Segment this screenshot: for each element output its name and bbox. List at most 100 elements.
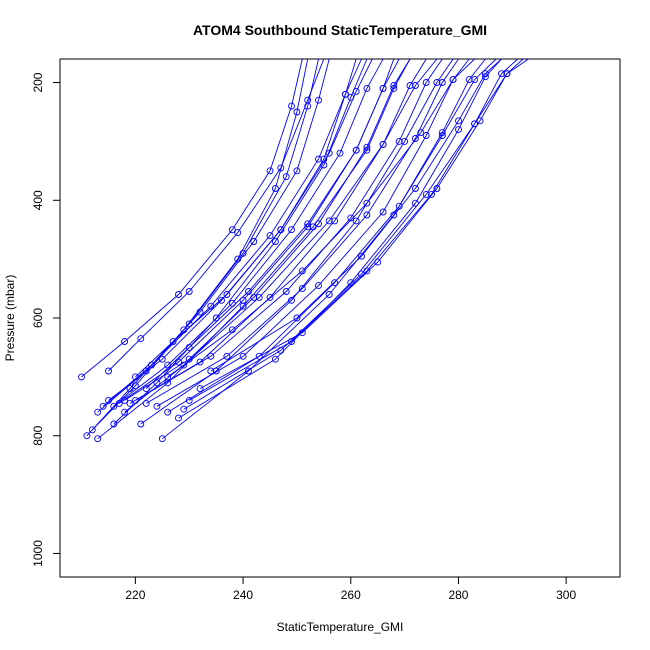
data-point xyxy=(363,199,371,207)
series xyxy=(131,58,443,404)
data-point xyxy=(185,343,193,351)
data-point xyxy=(137,420,145,428)
data-point xyxy=(126,399,134,407)
data-point xyxy=(401,137,409,145)
data-point xyxy=(218,296,225,304)
y-tick-label: 400 xyxy=(31,190,45,210)
data-point xyxy=(142,367,150,375)
data-point xyxy=(465,76,473,84)
data-point xyxy=(99,402,107,410)
data-point xyxy=(471,76,479,84)
data-point xyxy=(212,314,220,322)
data-point xyxy=(282,288,290,295)
series xyxy=(78,58,303,381)
series xyxy=(137,58,454,428)
y-tick-label: 800 xyxy=(31,425,45,445)
data-point xyxy=(169,338,177,345)
data-point xyxy=(228,326,236,334)
data-point xyxy=(207,352,215,360)
data-point xyxy=(390,84,398,92)
series xyxy=(83,58,309,440)
series-line xyxy=(97,58,411,440)
series xyxy=(94,58,411,443)
y-axis-label: Pressure (mbar) xyxy=(3,275,17,362)
data-point xyxy=(250,238,258,245)
data-point xyxy=(255,293,263,301)
data-point xyxy=(234,229,242,237)
data-point xyxy=(245,288,252,295)
series xyxy=(88,58,319,434)
data-point xyxy=(282,173,290,181)
data-point xyxy=(271,185,279,192)
x-axis: 220 240 260 280 300 xyxy=(125,577,576,602)
series xyxy=(121,58,438,416)
data-point xyxy=(315,155,322,163)
series-line xyxy=(183,58,529,410)
data-point xyxy=(180,405,188,413)
data-point xyxy=(331,279,339,287)
data-point xyxy=(271,355,279,363)
series-line xyxy=(167,58,475,378)
data-point xyxy=(481,70,489,78)
data-point xyxy=(131,373,139,381)
series-line xyxy=(135,58,443,401)
data-point xyxy=(471,120,479,128)
data-point xyxy=(363,84,371,92)
series xyxy=(153,58,470,410)
data-point xyxy=(105,367,112,375)
data-point xyxy=(363,211,371,219)
data-point xyxy=(239,302,247,310)
data-point xyxy=(341,90,349,98)
data-point xyxy=(164,379,172,387)
data-point xyxy=(121,338,129,345)
data-point xyxy=(223,291,231,298)
y-tick-label: 200 xyxy=(31,72,45,92)
data-point xyxy=(153,379,161,387)
series xyxy=(196,58,524,393)
series-line xyxy=(156,58,470,407)
data-point xyxy=(228,226,236,234)
x-tick-label: 280 xyxy=(448,588,468,602)
data-point xyxy=(158,355,166,363)
data-point xyxy=(347,214,355,222)
data-point xyxy=(293,108,301,116)
data-point xyxy=(245,367,252,375)
data-point xyxy=(277,346,285,354)
series-line xyxy=(210,58,502,372)
series-line xyxy=(145,58,395,389)
data-point xyxy=(325,217,333,225)
series-line xyxy=(113,58,368,425)
series-line xyxy=(97,58,330,413)
data-point xyxy=(266,167,274,175)
data-point xyxy=(358,252,365,260)
data-point xyxy=(309,223,317,231)
data-point xyxy=(255,352,263,360)
data-point xyxy=(175,291,182,298)
data-point xyxy=(390,211,398,219)
y-tick-label: 1000 xyxy=(31,540,45,567)
series xyxy=(105,58,325,375)
data-point xyxy=(503,70,511,78)
data-point xyxy=(288,296,295,304)
series-line xyxy=(124,58,438,413)
plot-frame xyxy=(59,58,621,578)
data-point xyxy=(411,135,419,142)
data-point xyxy=(304,96,312,104)
series-line xyxy=(178,58,502,419)
data-point xyxy=(288,226,295,234)
data-point xyxy=(185,396,193,404)
data-point xyxy=(320,155,328,163)
data-point xyxy=(153,402,161,410)
x-tick-label: 300 xyxy=(556,588,576,602)
series xyxy=(142,58,395,393)
data-point xyxy=(196,358,204,366)
data-point xyxy=(88,426,96,434)
data-point xyxy=(433,185,441,192)
data-point xyxy=(196,385,204,393)
x-axis-label: StaticTemperature_GMI xyxy=(277,620,404,634)
data-point xyxy=(131,382,139,390)
data-point xyxy=(293,314,301,322)
data-point xyxy=(239,352,247,360)
x-tick-label: 220 xyxy=(125,588,145,602)
